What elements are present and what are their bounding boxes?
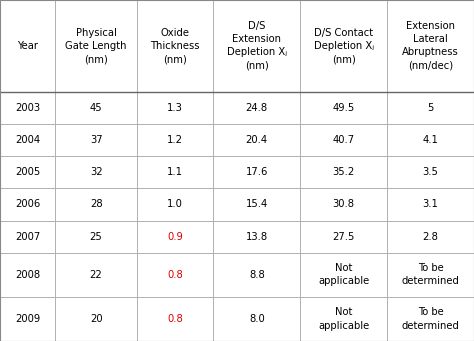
Bar [137,188,213,221]
Bar [387,92,474,124]
Bar [0,92,55,124]
Text: 2006: 2006 [15,199,40,209]
Bar [0,156,55,188]
Text: 24.8: 24.8 [246,103,268,113]
Bar [0,188,55,221]
Text: 35.2: 35.2 [333,167,355,177]
Text: 5: 5 [428,103,434,113]
Bar [300,221,387,253]
Bar [213,124,300,156]
Text: 2004: 2004 [15,135,40,145]
Text: 8.8: 8.8 [249,270,264,280]
Bar [300,0,387,92]
Text: 37: 37 [90,135,102,145]
Text: 15.4: 15.4 [246,199,268,209]
Text: 2008: 2008 [15,270,40,280]
Text: 1.2: 1.2 [167,135,183,145]
Text: 49.5: 49.5 [333,103,355,113]
Text: Not
applicable: Not applicable [318,307,369,330]
Bar [213,188,300,221]
Text: 0.8: 0.8 [167,314,183,324]
Text: 1.1: 1.1 [167,167,183,177]
Text: To be
determined: To be determined [401,263,459,286]
Text: 20.4: 20.4 [246,135,268,145]
Text: 45: 45 [90,103,102,113]
Text: 22: 22 [90,270,102,280]
Text: 4.1: 4.1 [423,135,438,145]
Bar [300,188,387,221]
Bar [213,156,300,188]
Text: 27.5: 27.5 [332,232,355,242]
Text: 2003: 2003 [15,103,40,113]
Text: 0.8: 0.8 [167,270,183,280]
Bar [137,253,213,297]
Text: 3.5: 3.5 [423,167,438,177]
Bar [137,124,213,156]
Bar [387,0,474,92]
Bar [55,124,137,156]
Bar [55,0,137,92]
Text: 2005: 2005 [15,167,40,177]
Bar [137,221,213,253]
Text: Physical
Gate Length
(nm): Physical Gate Length (nm) [65,28,127,64]
Bar [213,0,300,92]
Text: 2009: 2009 [15,314,40,324]
Bar [55,221,137,253]
Bar [387,124,474,156]
Text: 40.7: 40.7 [333,135,355,145]
Text: 0.9: 0.9 [167,232,183,242]
Text: D/S Contact
Depletion Xⱼ
(nm): D/S Contact Depletion Xⱼ (nm) [314,28,374,64]
Bar [387,297,474,341]
Text: 8.0: 8.0 [249,314,264,324]
Bar [213,253,300,297]
Bar [55,92,137,124]
Bar [0,0,55,92]
Text: 28: 28 [90,199,102,209]
Text: D/S
Extension
Depletion Xⱼ
(nm): D/S Extension Depletion Xⱼ (nm) [227,21,287,71]
Bar [300,92,387,124]
Text: 2.8: 2.8 [423,232,438,242]
Text: 13.8: 13.8 [246,232,268,242]
Text: Year: Year [17,41,38,51]
Text: To be
determined: To be determined [401,307,459,330]
Text: 1.3: 1.3 [167,103,183,113]
Bar [300,253,387,297]
Bar [213,297,300,341]
Bar [387,156,474,188]
Bar [387,188,474,221]
Bar [55,188,137,221]
Bar [0,297,55,341]
Text: 20: 20 [90,314,102,324]
Text: 2007: 2007 [15,232,40,242]
Bar [137,156,213,188]
Bar [300,156,387,188]
Bar [137,297,213,341]
Bar [55,156,137,188]
Bar [300,297,387,341]
Bar [0,253,55,297]
Text: 1.0: 1.0 [167,199,183,209]
Text: 30.8: 30.8 [333,199,355,209]
Text: 3.1: 3.1 [423,199,438,209]
Bar [213,92,300,124]
Bar [0,221,55,253]
Text: 17.6: 17.6 [246,167,268,177]
Bar [300,124,387,156]
Bar [55,297,137,341]
Text: Extension
Lateral
Abruptness
(nm/dec): Extension Lateral Abruptness (nm/dec) [402,21,459,71]
Text: Not
applicable: Not applicable [318,263,369,286]
Text: 25: 25 [90,232,102,242]
Bar [137,0,213,92]
Text: 32: 32 [90,167,102,177]
Bar [387,221,474,253]
Bar [55,253,137,297]
Bar [137,92,213,124]
Bar [213,221,300,253]
Bar [0,124,55,156]
Bar [387,253,474,297]
Text: Oxide
Thickness
(nm): Oxide Thickness (nm) [150,28,200,64]
